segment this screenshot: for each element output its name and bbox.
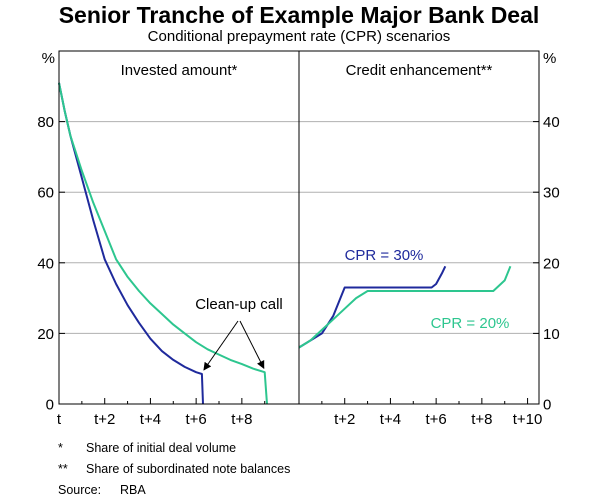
x-tick-label: t xyxy=(57,411,62,428)
series-line xyxy=(298,265,447,349)
panel-title: Invested amount* xyxy=(121,62,238,79)
annotation-arrow xyxy=(239,320,265,369)
footnote-2: ** Share of subordinated note balances xyxy=(58,459,290,480)
y-tick-label-left: 80 xyxy=(37,114,54,131)
x-tick-label: t+8 xyxy=(471,411,492,428)
x-tick-label: t+6 xyxy=(426,411,447,428)
axis-labels: 0 20 40 60 80 0 10 20 30 40% % t t+2 t+4 t+6 t+8 Investe… xyxy=(37,50,559,428)
y-tick-label-right: 30 xyxy=(543,185,560,202)
y-axis-unit-left: % xyxy=(42,50,55,67)
series-lines xyxy=(58,82,512,405)
y-tick-label-left: 40 xyxy=(37,255,54,272)
source-text: RBA xyxy=(120,483,146,497)
x-tick-label: t+6 xyxy=(186,411,207,428)
panel-title: Credit enhancement** xyxy=(346,62,493,79)
x-tick-label: t+2 xyxy=(94,411,115,428)
x-tick-label: t+10 xyxy=(513,411,543,428)
y-axis-unit-right: % xyxy=(543,50,556,67)
x-tick-label: t+4 xyxy=(140,411,161,428)
x-tick-label: t+4 xyxy=(380,411,401,428)
series-line xyxy=(58,82,268,405)
y-tick-label-left: 20 xyxy=(37,326,54,343)
footnote-text: Share of subordinated note balances xyxy=(86,462,291,476)
y-tick-label-right: 40 xyxy=(543,114,560,131)
source-label: Source: xyxy=(58,483,102,497)
series-label-cpr20: CPR = 20% xyxy=(431,315,510,332)
series-label-cpr30: CPR = 30% xyxy=(345,247,424,264)
footnotes: * Share of initial deal volume ** Share … xyxy=(58,438,290,501)
annotation-clean-up-call: Clean-up call xyxy=(195,296,283,313)
footnote-1: * Share of initial deal volume xyxy=(58,438,290,459)
footnote-mark: * xyxy=(58,441,63,455)
source-note: Source: RBA xyxy=(58,480,290,501)
footnote-mark: ** xyxy=(58,462,68,476)
series-line xyxy=(298,265,512,349)
plot-frame xyxy=(58,50,540,405)
footnote-text: Share of initial deal volume xyxy=(86,441,237,455)
y-tick-label-right: 20 xyxy=(543,255,560,272)
chart-subtitle: Conditional prepayment rate (CPR) scenar… xyxy=(147,28,451,45)
y-tick-label-left: 60 xyxy=(37,185,54,202)
series-line xyxy=(58,82,204,405)
y-tick-label-right: 10 xyxy=(543,326,560,343)
y-tick-label-right: 0 xyxy=(543,397,551,414)
x-tick-label: t+8 xyxy=(231,411,252,428)
x-tick-label: t+2 xyxy=(334,411,355,428)
chart-title: Senior Tranche of Example Major Bank Dea… xyxy=(58,2,540,28)
y-tick-label-left: 0 xyxy=(46,397,54,414)
annotation-arrow xyxy=(203,320,239,371)
